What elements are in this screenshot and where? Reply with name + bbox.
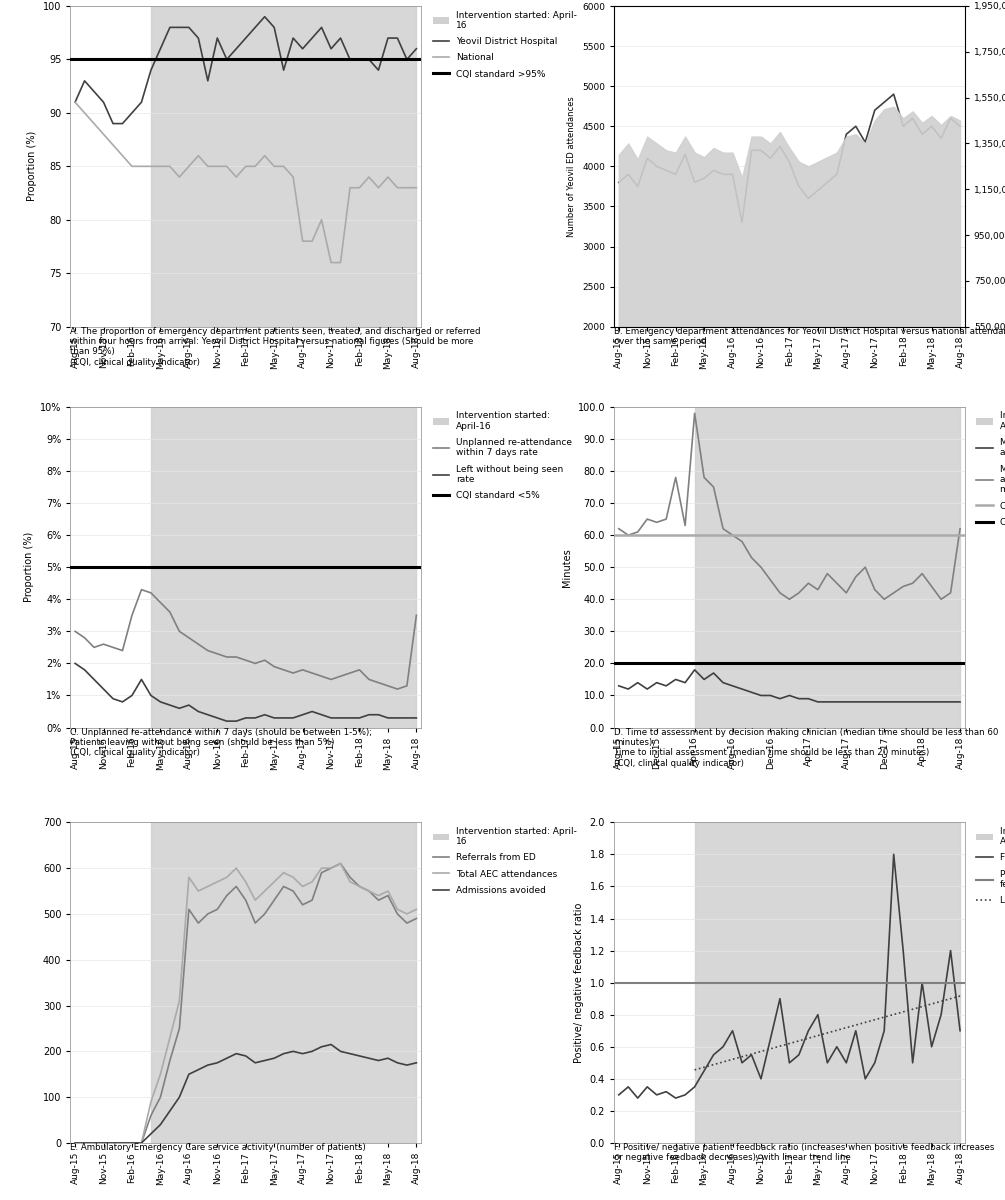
Text: E. Ambulatory Emergency Care service activity (number of patients): E. Ambulatory Emergency Care service act… xyxy=(70,1142,366,1152)
Legend: Intervention started:
April-16, Feedback ratio, Positive = negative
feedback, Li: Intervention started: April-16, Feedback… xyxy=(976,827,1005,905)
Bar xyxy=(151,822,416,1142)
Bar xyxy=(694,822,960,1142)
Legend: Intervention started: April-
16, Yeovil District Hospital, National, CQI standar: Intervention started: April- 16, Yeovil … xyxy=(432,11,577,78)
Text: C. Unplanned re-attendance within 7 days (should be between 1-5%);
Patients leav: C. Unplanned re-attendance within 7 days… xyxy=(70,727,373,757)
Y-axis label: Proportion (%): Proportion (%) xyxy=(24,532,34,602)
Text: B. Emergency department attendances for Yeovil District Hospital versus national: B. Emergency department attendances for … xyxy=(614,326,1005,346)
Y-axis label: Number of Yeovil ED attendances: Number of Yeovil ED attendances xyxy=(568,96,577,236)
Y-axis label: Minutes: Minutes xyxy=(562,548,572,587)
Bar xyxy=(694,407,960,727)
Legend: Intervention started:
April-16, Unplanned re-attendance
within 7 days rate, Left: Intervention started: April-16, Unplanne… xyxy=(432,412,572,500)
Text: A. The proportion of emergency department patients seen, treated, and discharged: A. The proportion of emergency departmen… xyxy=(70,326,480,367)
Bar xyxy=(151,6,416,326)
Legend: Intervention started:
April-16, Median time to initial
assessment (minutes), Med: Intervention started: April-16, Median t… xyxy=(976,412,1005,527)
Y-axis label: Positive/ negative feedback ratio: Positive/ negative feedback ratio xyxy=(574,902,584,1063)
Bar xyxy=(151,407,416,727)
Text: D. Time to assessment by decision making clinician (median time should be less t: D. Time to assessment by decision making… xyxy=(614,727,998,768)
Y-axis label: Proportion (%): Proportion (%) xyxy=(27,131,37,202)
Legend: Intervention started: April-
16, Referrals from ED, Total AEC attendances, Admis: Intervention started: April- 16, Referra… xyxy=(432,827,577,895)
Text: F. Positive/ negative patient feedback ratio (increases when positive feedback i: F. Positive/ negative patient feedback r… xyxy=(614,1142,994,1163)
